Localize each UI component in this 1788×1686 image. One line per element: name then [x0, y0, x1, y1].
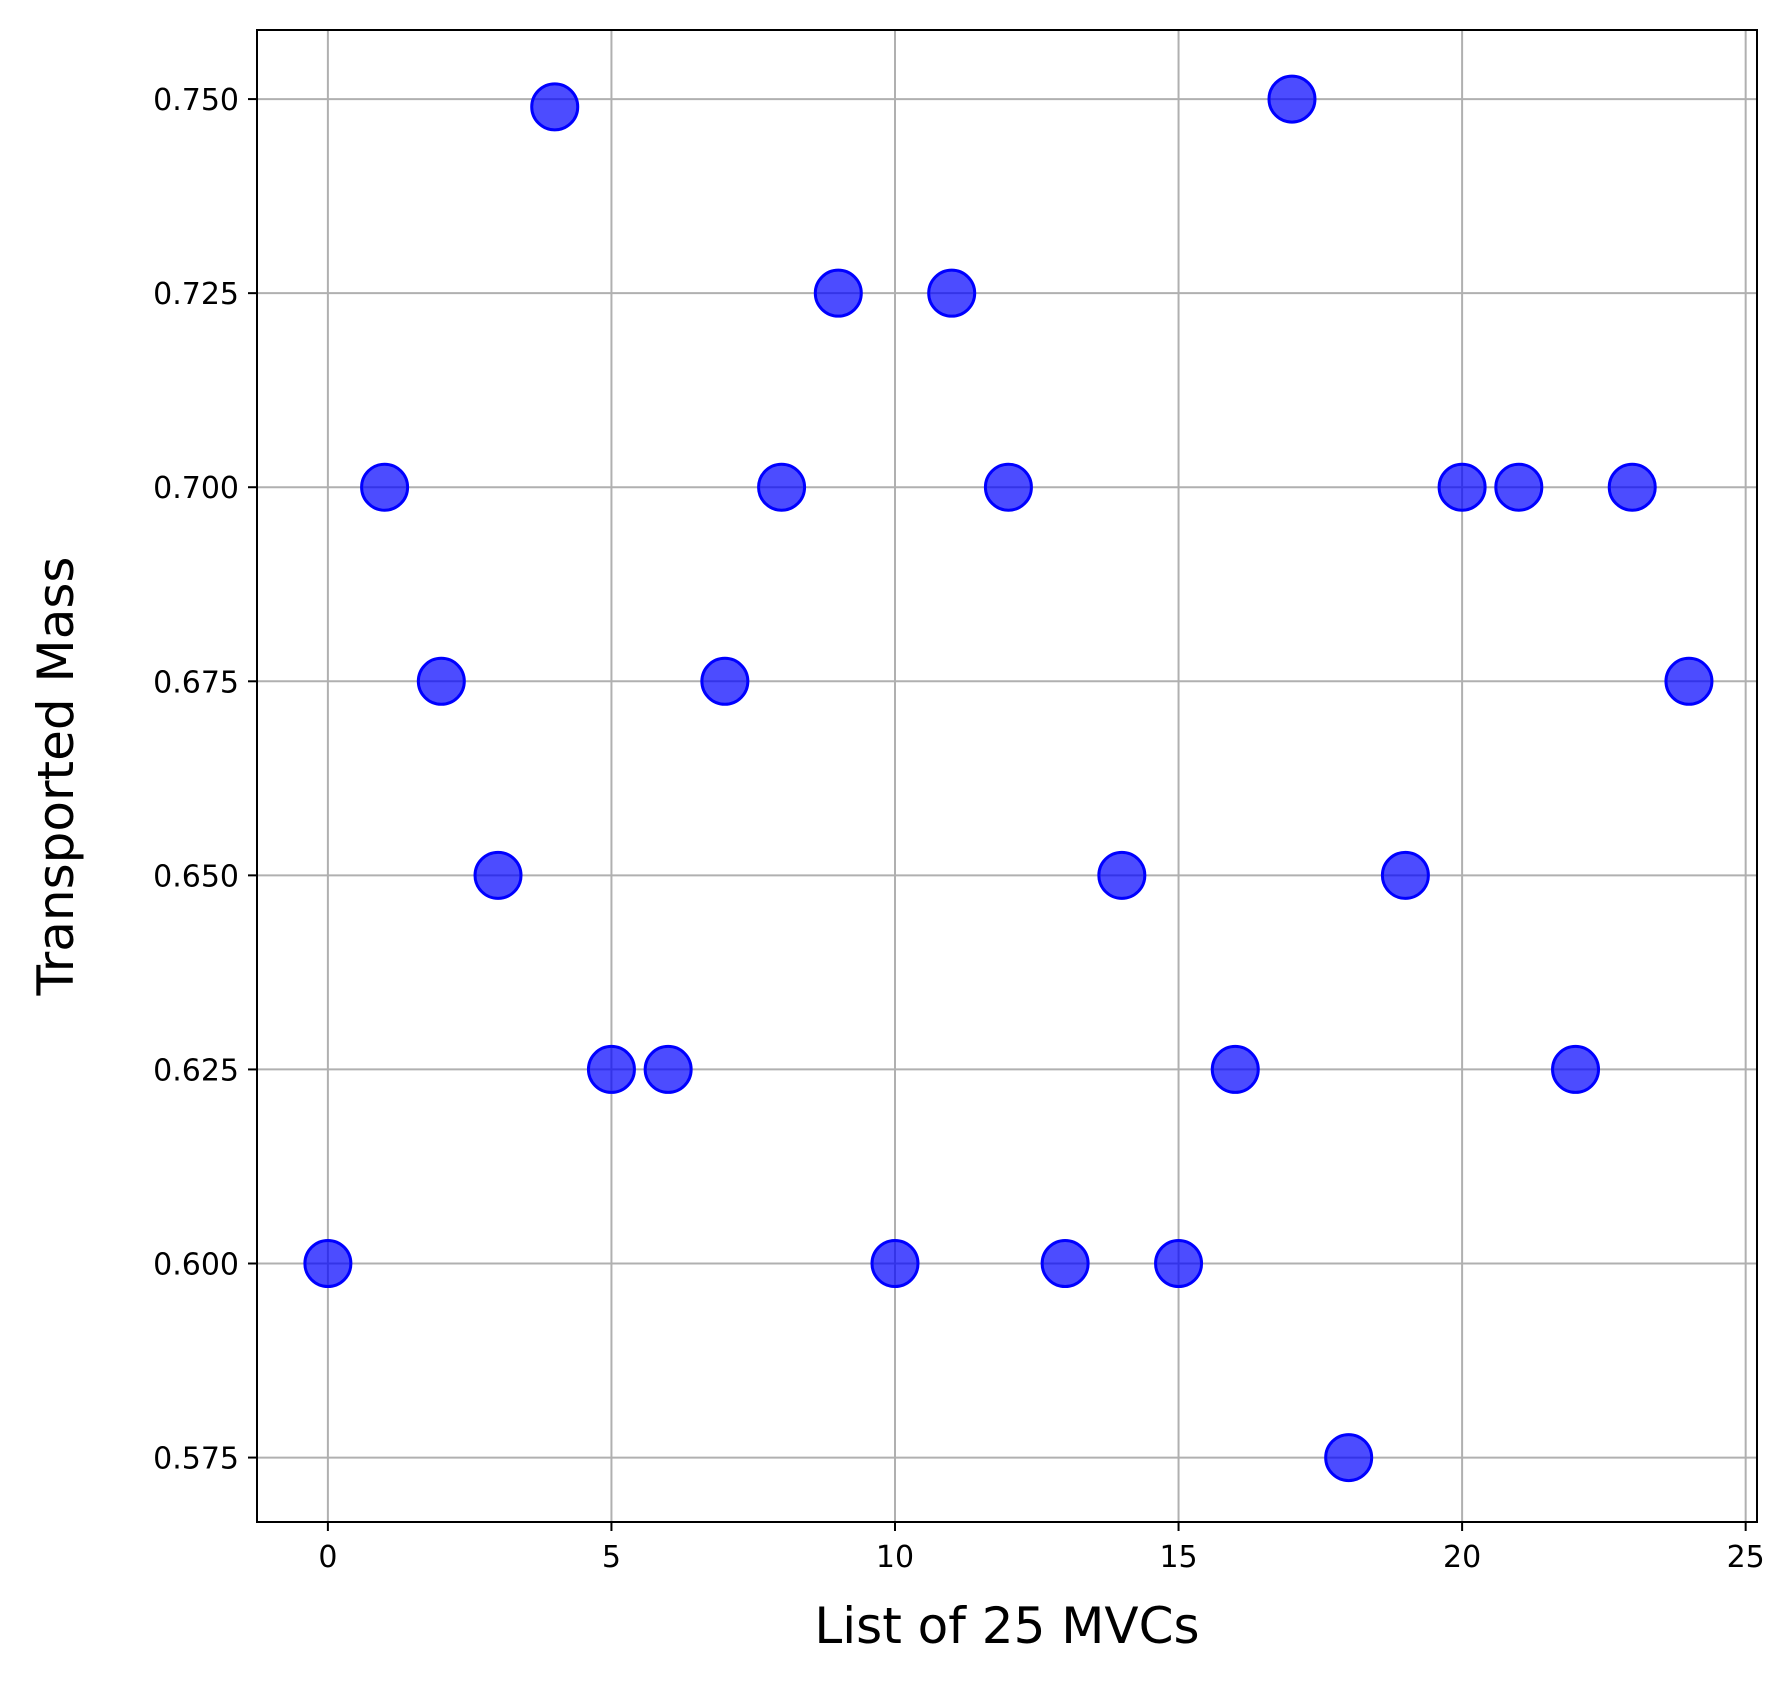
data-point [530, 82, 580, 132]
x-axis-label: List of 25 MVCs [814, 1597, 1199, 1655]
data-point [927, 268, 977, 318]
x-tick-label: 25 [1727, 1540, 1765, 1575]
axis-ticks: 0 5 10 15 20 25 0.575 0.600 0.625 0.650 0.675 0.700… [153, 83, 1765, 1575]
data-point [473, 850, 523, 900]
data-points [303, 74, 1714, 1483]
data-point [757, 462, 807, 512]
data-point [1210, 1044, 1260, 1094]
grid [257, 30, 1757, 1522]
data-point [1551, 1044, 1601, 1094]
y-tick-label: 0.725 [153, 277, 239, 312]
data-point [1494, 462, 1544, 512]
y-tick-label: 0.675 [153, 665, 239, 700]
x-tick-label: 0 [318, 1540, 337, 1575]
data-point [643, 1044, 693, 1094]
data-point [700, 656, 750, 706]
y-tick-label: 0.625 [153, 1053, 239, 1088]
plot-frame [256, 29, 1758, 1523]
data-point [1097, 850, 1147, 900]
data-point [1607, 462, 1657, 512]
y-tick-label: 0.750 [153, 83, 239, 118]
x-tick-label: 20 [1443, 1540, 1481, 1575]
y-tick-label: 0.650 [153, 859, 239, 894]
data-point [1154, 1239, 1204, 1289]
data-point [1664, 656, 1714, 706]
y-axis-label: Transported Mass [27, 557, 85, 997]
data-point [1324, 1433, 1374, 1483]
data-point [360, 462, 410, 512]
data-point [870, 1239, 920, 1289]
data-point [1380, 850, 1430, 900]
data-point [1267, 74, 1317, 124]
data-point [303, 1239, 353, 1289]
data-point [983, 462, 1033, 512]
y-tick-label: 0.575 [153, 1442, 239, 1477]
x-tick-label: 15 [1159, 1540, 1197, 1575]
data-point [1040, 1239, 1090, 1289]
data-point [586, 1044, 636, 1094]
data-point [1437, 462, 1487, 512]
data-point [813, 268, 863, 318]
y-tick-label: 0.600 [153, 1248, 239, 1283]
y-tick-label: 0.700 [153, 471, 239, 506]
x-tick-label: 5 [602, 1540, 621, 1575]
x-tick-label: 10 [876, 1540, 914, 1575]
data-point [416, 656, 466, 706]
